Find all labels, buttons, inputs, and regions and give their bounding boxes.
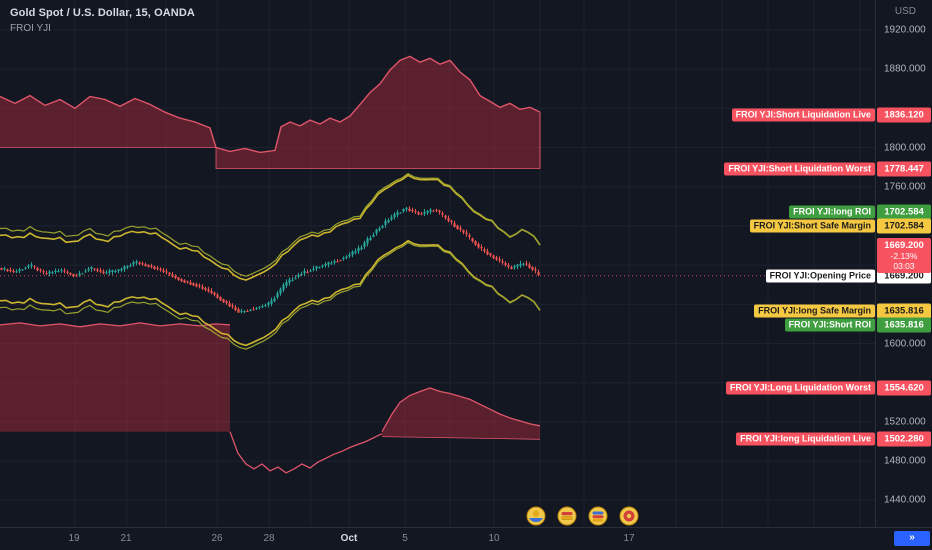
price-tick: 1880.000 [884,63,926,75]
symbol-title[interactable]: Gold Spot / U.S. Dollar, 15, OANDA [10,7,195,19]
time-tick: 28 [263,533,275,544]
price-axis[interactable]: 1920.000 1880.000 1800.000 1760.000 1600.000… [875,0,932,528]
time-tick: 10 [488,533,500,544]
time-tick: Oct [340,533,358,544]
chart-legend: Gold Spot / U.S. Dollar, 15, OANDA FROI … [10,7,195,34]
price-axis-currency-label: USD [894,6,916,17]
liquidation-zones [0,55,541,474]
red-coin-icon [619,506,639,526]
time-axis[interactable]: » 19 21 26 28 Oct 5 10 17 [0,527,932,550]
indicator-title[interactable]: FROI YJI [10,23,51,34]
grid [0,0,876,528]
time-tick: 5 [402,533,408,544]
go-to-realtime-button[interactable]: » [894,531,930,546]
price-tick: 1760.000 [884,181,926,193]
money-bag-coin-icon [526,506,546,526]
price-tick: 1920.000 [884,24,926,36]
price-tick: 1800.000 [884,142,926,153]
coins-stack-icon [588,506,608,526]
price-tick: 1480.000 [884,455,926,467]
time-tick: 21 [120,533,132,544]
price-tick: 1520.000 [884,416,926,428]
candles [0,206,540,314]
indicator-bands [0,172,541,350]
time-tick: 26 [211,533,223,544]
time-tick: 19 [68,533,80,544]
price-tick: 1600.000 [884,338,926,349]
coins-stack-icon [557,506,577,526]
price-tick: 1440.000 [884,494,926,506]
time-tick: 17 [623,533,635,544]
